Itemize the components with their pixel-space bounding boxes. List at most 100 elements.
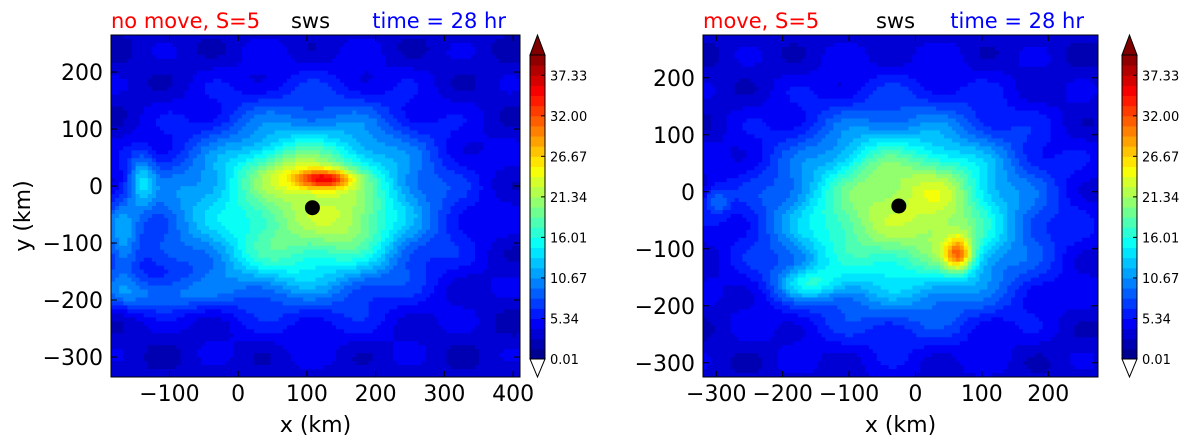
heatmap-cell — [315, 142, 321, 147]
heatmap-cell — [139, 46, 145, 52]
heatmap-cell — [385, 82, 390, 88]
heatmap-cell — [151, 209, 157, 215]
heatmap-cell — [180, 178, 186, 183]
heatmap-cell — [266, 58, 272, 64]
heatmap-cell — [229, 78, 235, 84]
heatmap-cell — [139, 162, 145, 167]
heatmap-cell — [495, 110, 501, 116]
heatmap-cell — [319, 86, 325, 92]
heatmap-cell — [503, 158, 509, 163]
heatmap-cell — [413, 106, 419, 112]
heatmap-cell — [209, 82, 214, 88]
heatmap-cell — [327, 170, 333, 175]
heatmap-cell — [151, 54, 157, 60]
heatmap-cell — [119, 198, 124, 203]
heatmap-cell — [442, 158, 447, 163]
heatmap-cell — [434, 182, 439, 187]
heatmap-cell — [401, 194, 407, 199]
heatmap-cell — [274, 118, 280, 124]
heatmap-cell — [213, 98, 218, 104]
heatmap-cell — [397, 58, 402, 64]
heatmap-cell — [303, 202, 308, 207]
heatmap-cell — [487, 66, 492, 72]
heatmap-cell — [127, 78, 133, 84]
heatmap-cell — [495, 202, 501, 207]
heatmap-cell — [442, 54, 447, 60]
heatmap-cell — [233, 146, 239, 151]
heatmap-cell — [290, 221, 296, 227]
heatmap-cell — [184, 198, 190, 203]
heatmap-cell — [123, 166, 128, 171]
heatmap-cell — [278, 166, 284, 171]
heatmap-cell — [274, 186, 280, 191]
heatmap-cell — [511, 70, 517, 76]
heatmap-cell — [372, 134, 378, 139]
heatmap-cell — [250, 58, 255, 64]
heatmap-cell — [180, 194, 186, 199]
heatmap-cell — [466, 150, 472, 155]
heatmap-cell — [241, 114, 247, 120]
heatmap-cell — [491, 158, 497, 163]
heatmap-cell — [380, 62, 386, 68]
heatmap-cell — [180, 142, 186, 147]
heatmap-cell — [229, 225, 235, 231]
heatmap-cell — [380, 162, 386, 167]
heatmap-cell — [340, 62, 345, 68]
heatmap-cell — [344, 122, 349, 128]
heatmap-cell — [168, 78, 173, 84]
heatmap-cell — [483, 54, 488, 60]
heatmap-cell — [491, 130, 497, 136]
heatmap-cell — [430, 94, 435, 100]
heatmap-cell — [348, 202, 353, 207]
heatmap-cell — [507, 154, 513, 159]
heatmap-cell — [458, 198, 464, 203]
heatmap-cell — [115, 106, 120, 112]
heatmap-cell — [335, 118, 341, 124]
heatmap-cell — [401, 122, 407, 128]
heatmap-cell — [434, 70, 439, 76]
heatmap-cell — [413, 35, 419, 40]
heatmap-cell — [368, 146, 374, 151]
heatmap-cell — [155, 42, 161, 48]
heatmap-cell — [127, 198, 133, 203]
heatmap-cell — [295, 178, 300, 183]
heatmap-cell — [131, 38, 137, 44]
heatmap-cell — [315, 190, 321, 195]
heatmap-cell — [368, 70, 374, 76]
heatmap-cell — [139, 221, 145, 227]
heatmap-cell — [364, 90, 370, 96]
heatmap-cell — [119, 38, 124, 44]
heatmap-cell — [466, 130, 472, 136]
heatmap-cell — [499, 186, 505, 191]
heatmap-cell — [254, 194, 259, 199]
heatmap-cell — [507, 110, 513, 116]
heatmap-cell — [221, 166, 227, 171]
heatmap-cell — [507, 170, 513, 175]
heatmap-cell — [413, 54, 419, 60]
heatmap-cell — [454, 178, 460, 183]
heatmap-cell — [479, 194, 484, 199]
heatmap-cell — [503, 126, 509, 132]
heatmap-cell — [389, 50, 394, 56]
heatmap-cell — [168, 146, 173, 151]
heatmap-cell — [315, 42, 321, 48]
heatmap-cell — [360, 98, 366, 104]
heatmap-cell — [364, 213, 370, 219]
heatmap-cell — [180, 190, 186, 195]
heatmap-cell — [180, 225, 186, 231]
heatmap-cell — [446, 122, 452, 128]
heatmap-cell — [393, 142, 398, 147]
heatmap-cell — [115, 221, 120, 227]
heatmap-cell — [311, 66, 317, 72]
heatmap-cell — [368, 50, 374, 56]
heatmap-cell — [438, 162, 443, 167]
heatmap-cell — [217, 106, 223, 112]
heatmap-cell — [192, 58, 198, 64]
heatmap-cell — [225, 170, 231, 175]
heatmap-cell — [430, 166, 435, 171]
heatmap-cell — [270, 209, 276, 215]
heatmap-cell — [282, 225, 288, 231]
heatmap-cell — [250, 74, 255, 80]
heatmap-cell — [450, 225, 456, 231]
heatmap-cell — [111, 82, 116, 88]
